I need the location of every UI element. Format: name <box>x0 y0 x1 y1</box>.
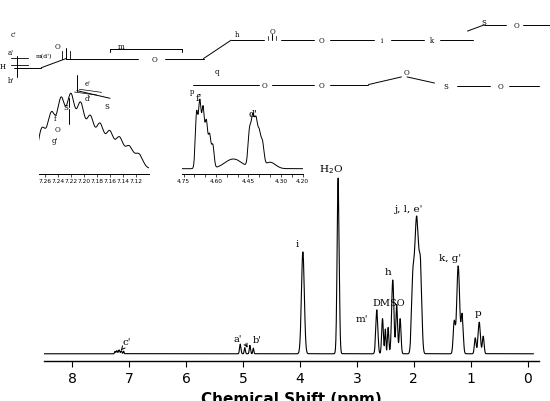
Text: m': m' <box>355 314 368 323</box>
Text: DMSO: DMSO <box>373 298 405 308</box>
Text: f': f' <box>196 93 202 102</box>
Text: i: i <box>295 240 299 249</box>
Text: O: O <box>55 126 60 134</box>
Text: h: h <box>385 268 392 277</box>
Text: O: O <box>319 81 324 89</box>
Text: i: i <box>381 37 383 45</box>
Text: O: O <box>319 37 324 45</box>
Text: c': c' <box>11 31 16 39</box>
Text: j, l, e': j, l, e' <box>394 205 422 214</box>
Text: O: O <box>270 28 275 36</box>
Text: b': b' <box>252 335 261 344</box>
Text: a': a' <box>8 49 14 57</box>
Text: O: O <box>261 81 267 89</box>
Text: c': c' <box>122 337 131 346</box>
Text: O: O <box>498 83 503 91</box>
Text: S: S <box>64 104 68 112</box>
Text: d': d' <box>85 95 91 103</box>
Text: S: S <box>443 83 448 91</box>
Text: b': b' <box>8 77 14 85</box>
Text: e': e' <box>85 80 91 88</box>
Text: m(d'): m(d') <box>36 54 52 59</box>
Text: g': g' <box>52 136 58 144</box>
Text: k: k <box>430 37 434 45</box>
Text: H: H <box>0 63 6 71</box>
Text: h: h <box>234 31 239 39</box>
Text: d': d' <box>248 109 257 118</box>
Text: p: p <box>475 308 481 317</box>
Text: O: O <box>55 43 60 51</box>
Text: S: S <box>105 103 109 111</box>
Text: k, g': k, g' <box>439 254 461 263</box>
Text: m: m <box>118 43 124 51</box>
Text: f: f <box>54 115 56 123</box>
X-axis label: Chemical Shift (ppm): Chemical Shift (ppm) <box>201 391 382 401</box>
Text: H$_2$O: H$_2$O <box>320 162 343 175</box>
Text: q: q <box>215 68 219 76</box>
Text: p: p <box>190 87 195 95</box>
Text: O: O <box>151 55 157 63</box>
Text: O: O <box>404 69 410 77</box>
Text: S: S <box>482 19 486 27</box>
Text: a': a' <box>233 334 241 343</box>
Text: O: O <box>514 22 520 30</box>
